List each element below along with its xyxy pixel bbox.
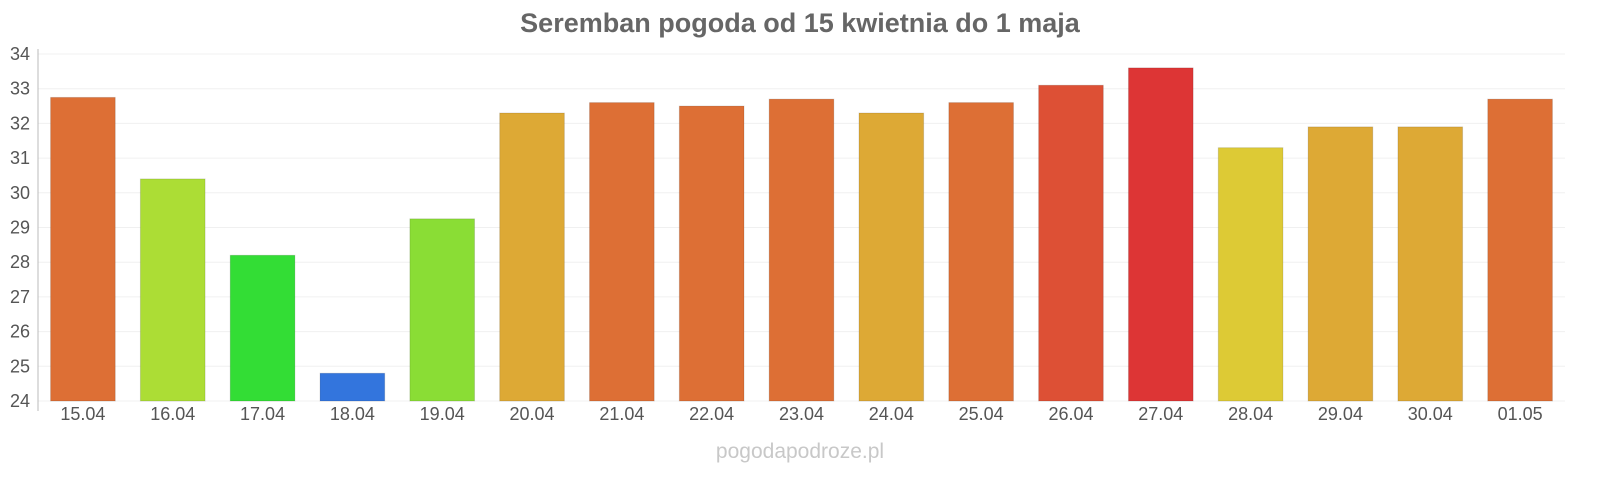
bar-27.04 <box>1127 67 1194 402</box>
x-tick-label: 16.04 <box>150 404 195 424</box>
y-tick-label: 30 <box>10 183 30 203</box>
bar-26.04 <box>1038 84 1104 402</box>
x-tick-label: 26.04 <box>1048 404 1093 424</box>
x-tick-label: 28.04 <box>1228 404 1273 424</box>
bar-19.04 <box>409 218 476 402</box>
y-tick-label: 27 <box>10 287 30 307</box>
y-tick-label: 32 <box>10 113 30 133</box>
x-tick-label: 18.04 <box>330 404 375 424</box>
bar-22.04 <box>678 105 745 402</box>
x-tick-label: 20.04 <box>510 404 555 424</box>
y-tick-label: 34 <box>10 44 30 64</box>
x-tick-label: 25.04 <box>959 404 1004 424</box>
y-tick-label: 28 <box>10 252 30 272</box>
bar-20.04 <box>499 112 565 402</box>
x-tick-label: 22.04 <box>689 404 734 424</box>
watermark: pogodapodroze.pl <box>715 440 885 463</box>
bar-16.04 <box>139 178 206 402</box>
bar-21.04 <box>589 102 655 402</box>
y-tick-label: 31 <box>10 148 30 168</box>
bar-30.04 <box>1397 126 1464 402</box>
x-tick-label: 24.04 <box>869 404 914 424</box>
x-tick-label: 01.05 <box>1498 404 1543 424</box>
bar-18.04 <box>319 372 386 402</box>
x-tick-label: 21.04 <box>599 404 644 424</box>
x-tick-label: 17.04 <box>240 404 285 424</box>
y-tick-label: 29 <box>10 218 30 238</box>
bar-29.04 <box>1307 126 1374 402</box>
y-tick-label: 25 <box>10 356 30 376</box>
chart-title: Seremban pogoda od 15 kwietnia do 1 maja <box>520 8 1080 38</box>
bar-28.04 <box>1217 147 1284 402</box>
x-tick-label: 27.04 <box>1138 404 1183 424</box>
bar-17.04 <box>229 254 296 402</box>
x-tick-label: 29.04 <box>1318 404 1363 424</box>
x-tick-label: 19.04 <box>420 404 465 424</box>
y-tick-label: 24 <box>10 391 30 411</box>
bar-24.04 <box>858 112 925 402</box>
x-tick-label: 23.04 <box>779 404 824 424</box>
x-tick-label: 15.04 <box>60 404 105 424</box>
bar-25.04 <box>948 102 1014 402</box>
bar-15.04 <box>50 96 116 402</box>
bar-01.05 <box>1487 98 1553 402</box>
bar-23.04 <box>768 98 835 402</box>
y-tick-label: 33 <box>10 79 30 99</box>
y-tick-label: 26 <box>10 322 30 342</box>
x-tick-label: 30.04 <box>1408 404 1453 424</box>
